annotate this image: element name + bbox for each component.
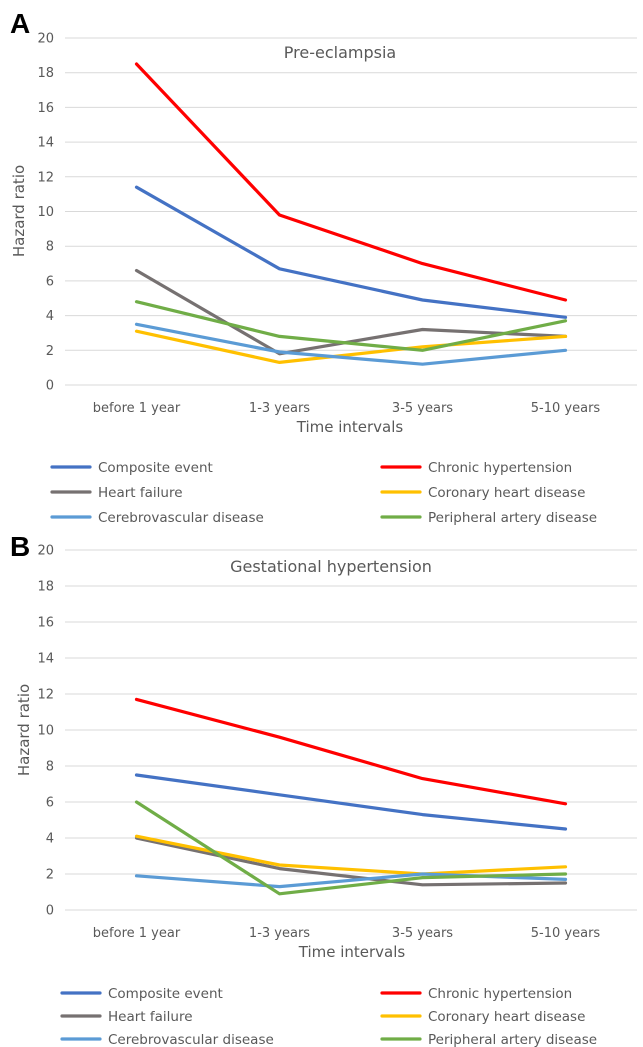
legend-label: Peripheral artery disease [428,510,597,526]
series-line [134,268,568,356]
y-tick-label: 2 [46,344,54,359]
y-tick-label: 14 [37,652,54,667]
panel-letter: A [10,8,31,39]
y-tick-label: 8 [46,240,54,255]
y-tick-label: 18 [37,66,54,81]
y-tick-label: 0 [46,379,54,394]
x-tick-label: 3-5 years [392,926,453,941]
panel-b: B 0 2 4 6 8 10 12 14 16 18 20 before 1 year 1-3 year… [0,533,643,1047]
y-tick-label: 14 [37,136,54,151]
legend-label: Composite event [98,460,213,476]
series-line [134,697,568,806]
y-tick-label: 12 [37,170,54,185]
legend-label: Chronic hypertension [428,460,572,476]
chart-gestational-hypertension: 0 2 4 6 8 10 12 14 16 18 20 before 1 year 1-3 years 3… [15,544,637,1047]
legend-label: Chronic hypertension [428,986,572,1002]
series-line [134,185,568,319]
y-tick-label: 16 [37,616,54,631]
panel-a: A 0 2 4 6 8 10 12 14 16 18 20 before 1 year 1-3 year… [10,8,637,526]
y-tick-label: 16 [37,101,54,116]
chart-title: Gestational hypertension [230,557,432,576]
series-line [134,62,568,302]
chart-pre-eclampsia: 0 2 4 6 8 10 12 14 16 18 20 before 1 year 1-3 years 3… [10,32,637,526]
x-tick-label: before 1 year [93,401,181,416]
y-tick-label: 4 [46,309,54,324]
y-axis-label: Hazard ratio [15,684,33,776]
y-tick-label: 20 [37,544,54,559]
legend-label: Coronary heart disease [428,1009,585,1025]
legend-label: Coronary heart disease [428,485,585,501]
series-line [134,329,568,364]
series-line [134,800,568,896]
y-tick-label: 12 [37,688,54,703]
series-line [134,836,568,887]
y-tick-label: 8 [46,760,54,775]
series-line [134,834,568,876]
y-tick-label: 6 [46,274,54,289]
series-line [134,300,568,352]
legend-label: Cerebrovascular disease [108,1032,274,1047]
panel-letter: B [10,531,31,562]
x-tick-label: 5-10 years [531,926,601,941]
series-line [134,773,568,831]
y-tick-label: 20 [37,32,54,47]
y-tick-label: 4 [46,832,54,847]
legend-label: Composite event [108,986,223,1002]
chart-title: Pre-eclampsia [284,43,396,62]
series-line [134,322,568,366]
y-axis-label: Hazard ratio [10,165,28,257]
legend-label: Cerebrovascular disease [98,510,264,526]
x-axis-label: Time intervals [296,418,404,436]
x-tick-label: before 1 year [93,926,181,941]
y-tick-label: 10 [37,724,54,739]
y-tick-label: 2 [46,868,54,883]
legend-label: Heart failure [98,485,183,501]
legend-label: Peripheral artery disease [428,1032,597,1047]
x-tick-label: 3-5 years [392,401,453,416]
y-tick-label: 18 [37,580,54,595]
x-tick-label: 1-3 years [249,401,310,416]
x-tick-label: 5-10 years [531,401,601,416]
y-tick-label: 6 [46,796,54,811]
x-axis-label: Time intervals [298,943,406,961]
y-tick-label: 0 [46,904,54,919]
legend-label: Heart failure [108,1009,193,1025]
x-tick-label: 1-3 years [249,926,310,941]
y-tick-label: 10 [37,205,54,220]
